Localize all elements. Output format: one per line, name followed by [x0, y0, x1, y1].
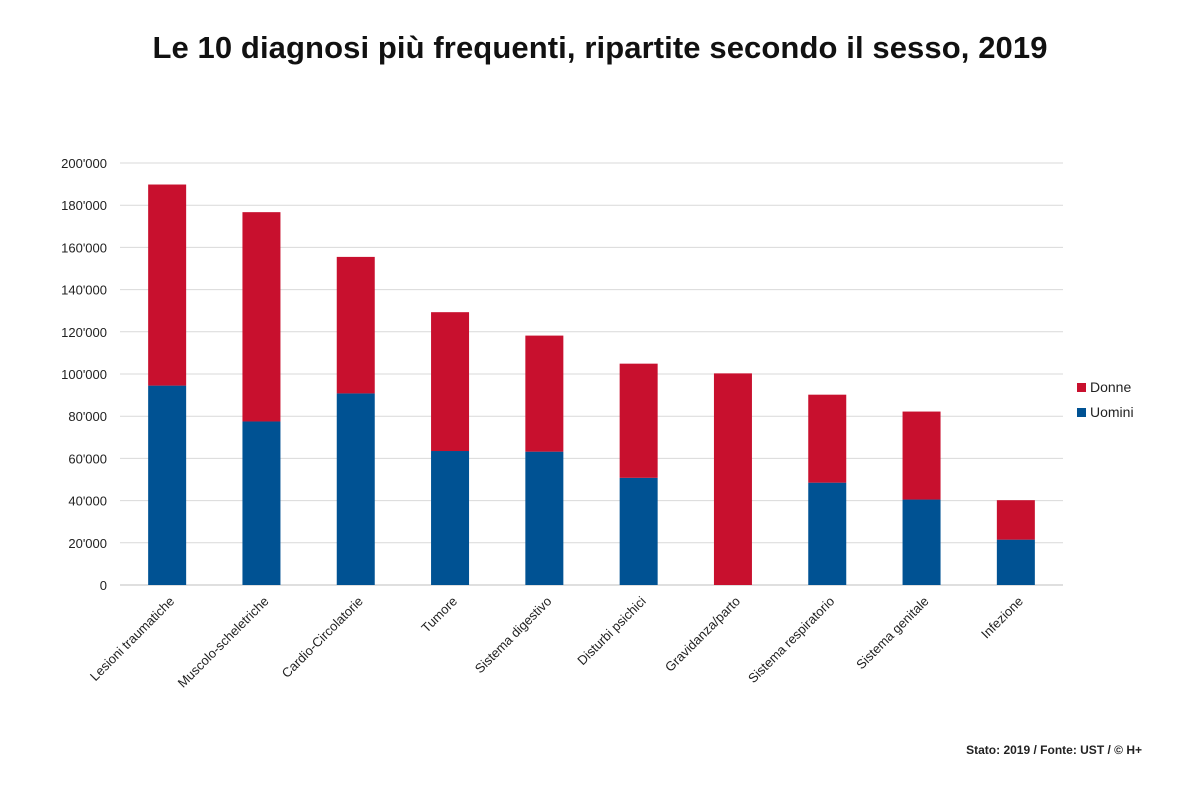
- y-tick-label: 120'000: [61, 325, 107, 340]
- bar-donne: [619, 363, 658, 478]
- y-tick-label: 200'000: [61, 156, 107, 171]
- x-tick-label: Infezione: [978, 594, 1026, 642]
- y-tick-label: 20'000: [68, 536, 107, 551]
- y-tick-label: 60'000: [68, 451, 107, 466]
- bar-uomini: [525, 451, 564, 585]
- bar-donne: [902, 411, 941, 500]
- bar-uomini: [336, 393, 375, 585]
- y-axis-ticks: 0 20'000 40'000 60'000 80'000 100'000 120'000 1…: [61, 156, 107, 593]
- x-tick-label: Gravidanza/parto: [662, 594, 743, 675]
- bar-donne: [525, 335, 564, 452]
- x-tick-label: Sistema genitale: [853, 594, 932, 673]
- x-tick-label: Sistema respiratorio: [745, 594, 837, 686]
- bar-uomini: [808, 482, 847, 585]
- source-note: Stato: 2019 / Fonte: UST / © H+: [966, 743, 1142, 757]
- bar-uomini: [431, 451, 470, 585]
- legend-label-donne: Donne: [1090, 379, 1131, 395]
- bar-donne: [336, 256, 375, 394]
- x-tick-label: Lesioni traumatiche: [87, 594, 177, 684]
- bar-uomini: [996, 539, 1035, 585]
- x-tick-label: Muscolo-scheletriche: [175, 594, 272, 691]
- bar-uomini: [902, 499, 941, 585]
- bar-donne: [808, 394, 847, 483]
- bar-uomini: [148, 385, 187, 585]
- bar-donne: [148, 184, 187, 386]
- y-tick-label: 0: [100, 578, 107, 593]
- legend-label-uomini: Uomini: [1090, 404, 1134, 420]
- bar-donne: [242, 212, 281, 422]
- chart-title: Le 10 diagnosi più frequenti, ripartite …: [152, 30, 1048, 65]
- y-tick-label: 180'000: [61, 198, 107, 213]
- bar-donne: [431, 312, 470, 452]
- bars: [148, 184, 1035, 585]
- bar-donne: [996, 500, 1035, 540]
- bar-donne: [713, 373, 752, 585]
- x-tick-label: Disturbi psichici: [574, 593, 649, 668]
- bar-uomini: [242, 421, 281, 585]
- y-tick-label: 80'000: [68, 409, 107, 424]
- x-tick-label: Tumore: [418, 594, 460, 636]
- x-tick-label: Cardio-Circolatorie: [279, 594, 366, 681]
- legend: Donne Uomini: [1077, 379, 1134, 420]
- legend-swatch-donne: [1077, 383, 1086, 392]
- legend-swatch-uomini: [1077, 408, 1086, 417]
- y-tick-label: 40'000: [68, 494, 107, 509]
- y-tick-label: 160'000: [61, 240, 107, 255]
- bar-uomini: [619, 477, 658, 585]
- y-tick-label: 100'000: [61, 367, 107, 382]
- x-tick-label: Sistema digestivo: [472, 594, 555, 677]
- y-tick-label: 140'000: [61, 283, 107, 298]
